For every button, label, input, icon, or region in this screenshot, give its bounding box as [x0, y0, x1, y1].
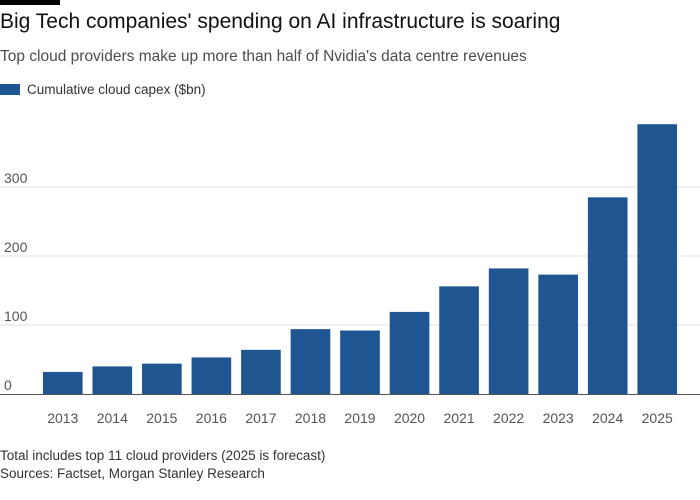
bar-2016 [191, 357, 232, 394]
source-note: Sources: Factset, Morgan Stanley Researc… [0, 466, 265, 481]
bar-2020 [389, 311, 430, 394]
x-tick-label: 2022 [493, 410, 524, 426]
bar-2014 [92, 366, 133, 394]
chart-subtitle: Top cloud providers make up more than ha… [0, 48, 527, 65]
bar-2019 [340, 330, 380, 394]
x-tick-label: 2014 [97, 410, 128, 426]
bar-chart: 0 100 200 300 2013 2014 2015 2016 2017 2018 2019 20… [0, 124, 700, 426]
bar-2018 [290, 329, 331, 394]
bar-2013 [42, 371, 83, 394]
legend-label: Cumulative cloud capex ($bn) [27, 81, 206, 97]
y-tick-label: 0 [4, 377, 12, 393]
top-rule [0, 0, 60, 5]
y-tick-label: 100 [4, 308, 28, 324]
x-tick-label: 2015 [146, 410, 177, 426]
bar-2022 [488, 268, 529, 394]
bar-2017 [241, 349, 281, 394]
x-tick-label: 2017 [245, 410, 276, 426]
footnote: Total includes top 11 cloud providers (2… [0, 448, 326, 463]
x-tick-label: 2023 [543, 410, 574, 426]
x-tick-label: 2021 [443, 410, 474, 426]
bar-2023 [538, 274, 578, 394]
bar-2021 [439, 286, 479, 394]
x-tick-label: 2020 [394, 410, 425, 426]
x-tick-label: 2019 [344, 410, 375, 426]
y-tick-label: 300 [4, 170, 28, 186]
x-tick-label: 2016 [196, 410, 227, 426]
x-tick-label: 2025 [642, 410, 673, 426]
y-tick-label: 200 [4, 239, 28, 255]
x-tick-label: 2024 [592, 410, 623, 426]
chart-title: Big Tech companies' spending on AI infra… [0, 10, 561, 33]
x-tick-label: 2018 [295, 410, 326, 426]
x-tick-label: 2013 [47, 410, 78, 426]
bar-2024 [587, 197, 628, 394]
legend: Cumulative cloud capex ($bn) [0, 80, 206, 98]
legend-swatch [0, 83, 20, 95]
bar-2025 [637, 124, 678, 395]
bar-2015 [142, 363, 182, 394]
